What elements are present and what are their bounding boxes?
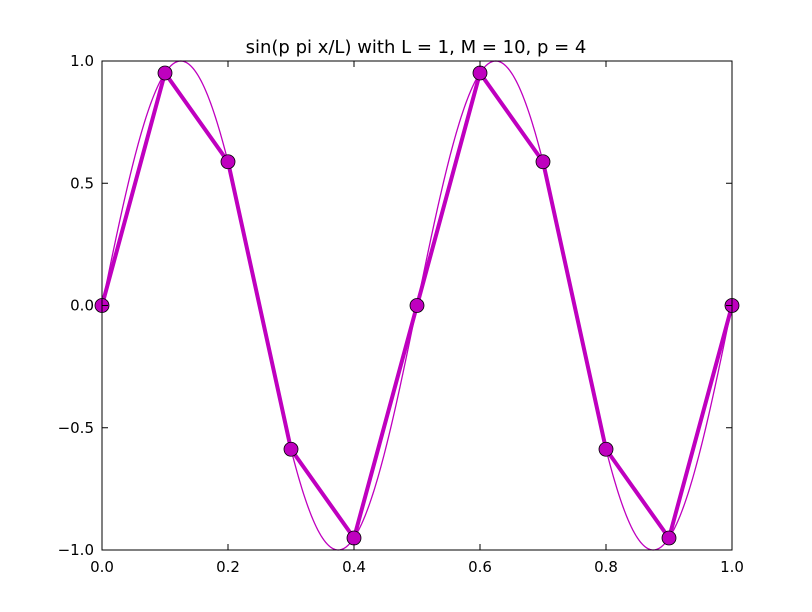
data-point: [283, 441, 299, 457]
data-point: [472, 65, 488, 81]
x-tick-label: 0.6: [468, 558, 492, 576]
data-point: [598, 441, 614, 457]
x-tick-label: 1.0: [720, 558, 744, 576]
data-point: [157, 65, 173, 81]
x-tick-label: 0.2: [216, 558, 240, 576]
x-tick-label: 0.0: [90, 558, 114, 576]
data-point: [220, 154, 236, 170]
x-axis: 0.0 0.2 0.4 0.6 0.8 1.0: [90, 61, 744, 576]
y-tick-label: −0.5: [58, 419, 94, 437]
data-point: [409, 298, 425, 313]
x-tick-label: 0.4: [342, 558, 366, 576]
x-tick-label: 0.8: [594, 558, 618, 576]
y-tick-label: 0.0: [70, 297, 94, 315]
plot-area: [94, 60, 740, 551]
chart-title: sin(p pi x/L) with L = 1, M = 10, p = 4: [246, 37, 587, 58]
data-point: [346, 530, 362, 546]
y-tick-label: −1.0: [58, 541, 94, 559]
y-tick-label: 1.0: [70, 52, 94, 70]
y-axis: 1.0 0.5 0.0 −0.5 −1.0: [58, 52, 732, 559]
data-point: [661, 530, 677, 546]
y-tick-label: 0.5: [70, 174, 94, 192]
data-point: [535, 154, 551, 170]
